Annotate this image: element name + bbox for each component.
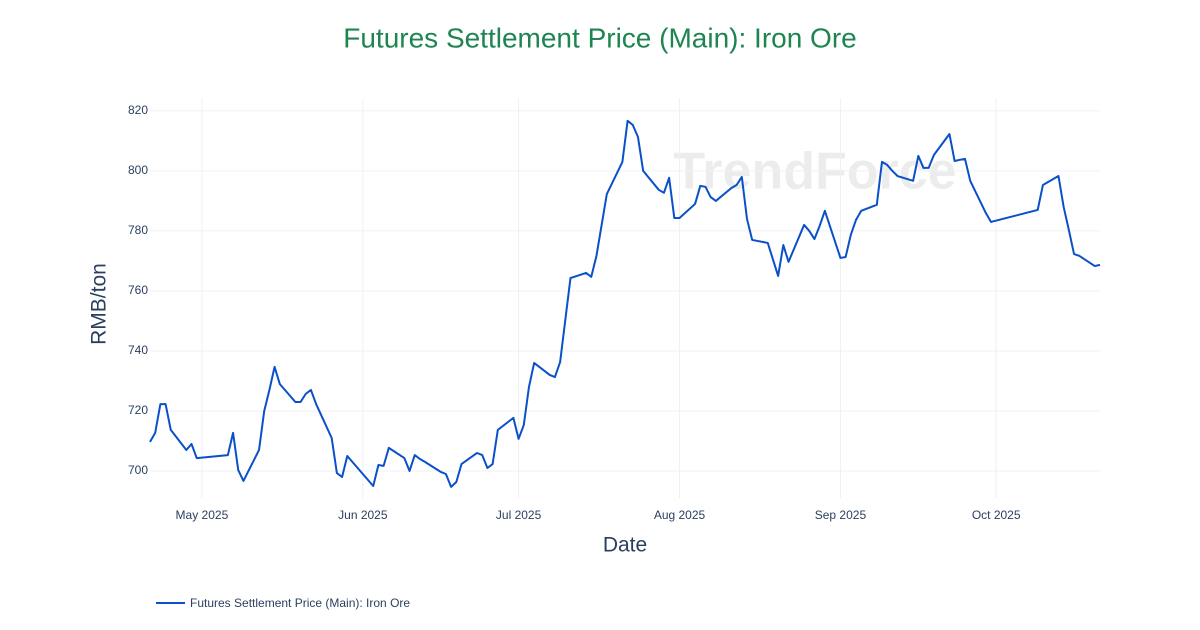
y-axis-title: RMB/ton xyxy=(88,263,111,345)
x-tick-label: May 2025 xyxy=(176,508,229,522)
watermark: TrendForce xyxy=(673,143,956,201)
y-tick-label: 800 xyxy=(128,163,148,177)
y-tick-label: 740 xyxy=(128,343,148,357)
y-tick-label: 720 xyxy=(128,403,148,417)
x-tick-label: Aug 2025 xyxy=(654,508,706,522)
y-tick-label: 760 xyxy=(128,283,148,297)
legend-label: Futures Settlement Price (Main): Iron Or… xyxy=(190,596,410,610)
line-series xyxy=(149,119,1101,488)
x-axis-title: Date xyxy=(603,534,647,557)
y-tick-label: 700 xyxy=(128,463,148,477)
chart-title: Futures Settlement Price (Main): Iron Or… xyxy=(343,22,857,53)
y-tick-label: 820 xyxy=(128,103,148,117)
x-tick-label: Jun 2025 xyxy=(338,508,388,522)
x-tick-label: Sep 2025 xyxy=(815,508,867,522)
x-tick-label: Jul 2025 xyxy=(496,508,542,522)
x-tick-label: Oct 2025 xyxy=(972,508,1021,522)
y-tick-label: 780 xyxy=(128,223,148,237)
